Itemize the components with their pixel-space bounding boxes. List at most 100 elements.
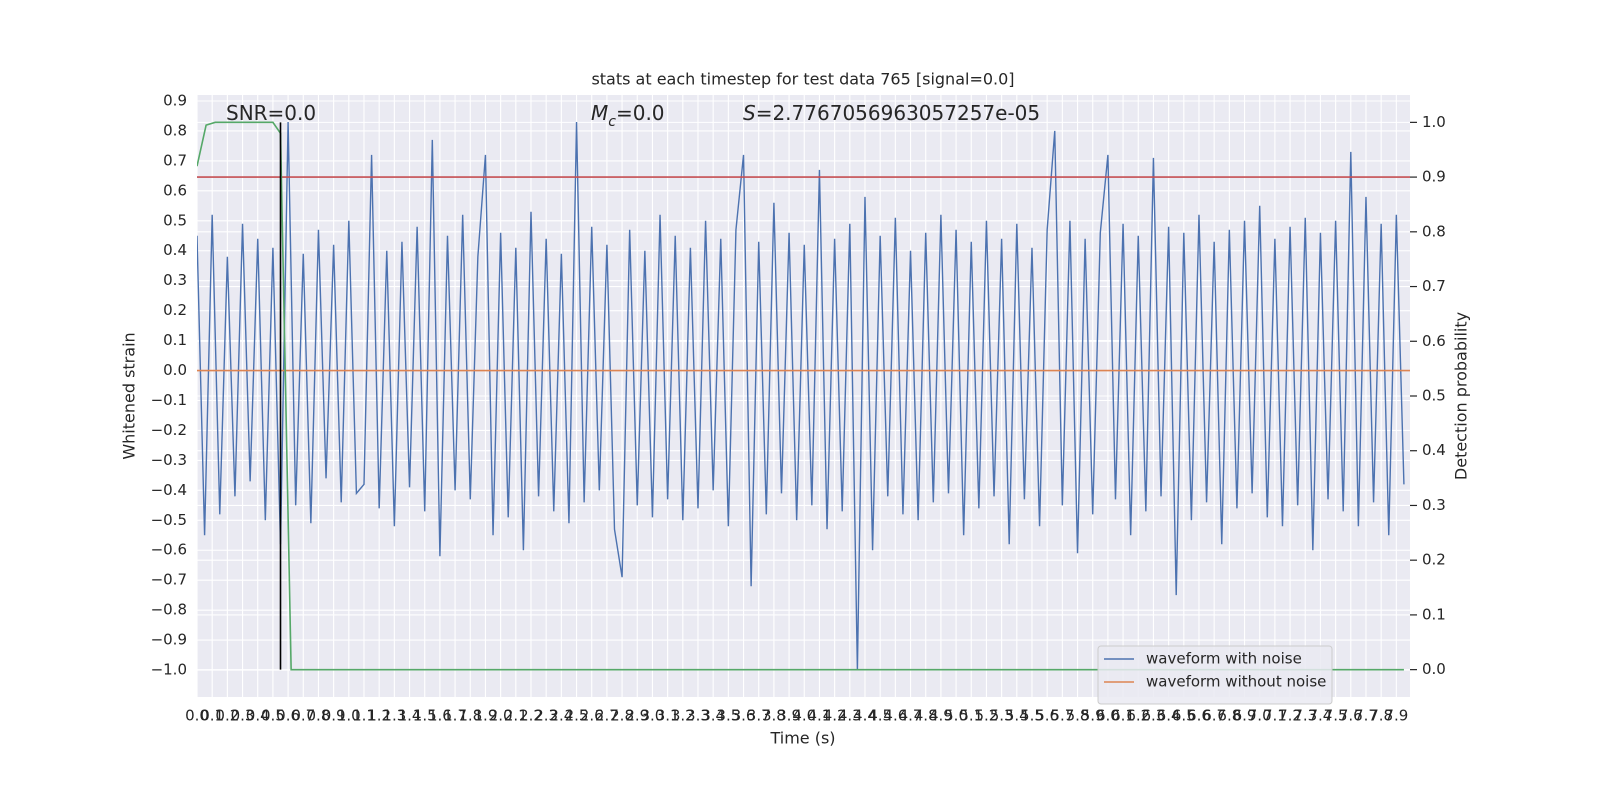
x-tick-label: 6.9 (1233, 707, 1257, 725)
x-tick-label: 1.0 (337, 707, 361, 725)
x-tick-label: 1.5 (413, 707, 437, 725)
x-tick-label: 1.8 (458, 707, 482, 725)
x-tick-label: 0.3 (231, 707, 255, 725)
x-tick-label: 3.5 (716, 707, 740, 725)
x-tick-label: 4.8 (914, 707, 938, 725)
chart-title: stats at each timestep for test data 765… (591, 70, 1014, 89)
y2-tick-label: 0.3 (1422, 496, 1446, 514)
annotation-text: =2.7767056963057257e-05 (756, 101, 1040, 125)
x-tick-label: 4.7 (899, 707, 923, 725)
x-tick-label: 6.2 (1126, 707, 1150, 725)
x-tick-label: 1.2 (367, 707, 391, 725)
x-tick-label: 6.3 (1142, 707, 1166, 725)
annotation-subscript: c (608, 114, 616, 130)
x-tick-label: 3.1 (656, 707, 680, 725)
x-tick-label: 6.6 (1187, 707, 1211, 725)
x-tick-label: 3.6 (732, 707, 756, 725)
x-tick-label: 3.3 (686, 707, 710, 725)
x-tick-label: 5.6 (1035, 707, 1059, 725)
x-tick-label: 1.3 (382, 707, 406, 725)
x-tick-label: 7.7 (1354, 707, 1378, 725)
y-tick-label: 0.0 (163, 361, 187, 379)
annotation: Mc=0.0 (591, 101, 665, 131)
legend: waveform with noise waveform without nois… (1097, 645, 1333, 705)
x-tick-label: 7.0 (1248, 707, 1272, 725)
y-tick-label: 0.6 (163, 181, 187, 199)
y-tick-label: −0.5 (151, 511, 187, 529)
y-tick-label: −1.0 (151, 661, 187, 679)
y-tick-label: 0.5 (163, 211, 187, 229)
x-tick-label: 3.7 (747, 707, 771, 725)
x-tick-label: 0.4 (246, 707, 270, 725)
y-tick-label: 0.8 (163, 121, 187, 139)
x-tick-label: 7.1 (1263, 707, 1287, 725)
x-tick-label: 2.6 (580, 707, 604, 725)
x-tick-label: 2.3 (534, 707, 558, 725)
x-tick-label: 0.5 (261, 707, 285, 725)
x-tick-label: 2.8 (610, 707, 634, 725)
series-line (197, 121, 1405, 671)
x-tick-label: 4.3 (838, 707, 862, 725)
x-tick-label: 7.9 (1384, 707, 1408, 725)
y-tick-label: −0.2 (151, 421, 187, 439)
x-tick-label: 7.6 (1339, 707, 1363, 725)
x-tick-label: 7.4 (1308, 707, 1332, 725)
x-tick-label: 5.7 (1050, 707, 1074, 725)
x-tick-label: 4.9 (929, 707, 953, 725)
x-tick-label: 0.1 (200, 707, 224, 725)
x-tick-label: 5.2 (975, 707, 999, 725)
y-tick-label: 0.9 (163, 91, 187, 109)
x-tick-label: 7.2 (1278, 707, 1302, 725)
x-tick-label: 5.5 (1020, 707, 1044, 725)
x-tick-label: 0.9 (322, 707, 346, 725)
y-tick-label: −0.4 (151, 481, 187, 499)
y-tick-label: 0.1 (163, 331, 187, 349)
x-tick-label: 3.4 (701, 707, 725, 725)
y2-tick-label: 0.1 (1422, 605, 1446, 623)
annotation-text: =0.0 (616, 101, 665, 125)
x-tick-label: 3.2 (671, 707, 695, 725)
x-tick-label: 6.4 (1157, 707, 1181, 725)
annotation-symbol: M (591, 101, 608, 125)
x-tick-label: 1.9 (474, 707, 498, 725)
annotation-text: SNR=0.0 (226, 101, 316, 125)
x-tick-label: 2.0 (489, 707, 513, 725)
y2-axis-label: Detection probability (1452, 312, 1471, 480)
y-tick-label: −0.6 (151, 541, 187, 559)
x-tick-label: 2.4 (549, 707, 573, 725)
x-tick-label: 6.5 (1172, 707, 1196, 725)
x-tick-label: 5.3 (990, 707, 1014, 725)
x-tick-label: 2.5 (565, 707, 589, 725)
x-tick-label: 6.0 (1096, 707, 1120, 725)
y-tick-label: 0.4 (163, 241, 187, 259)
y-axis-label: Whitened strain (120, 332, 139, 459)
y-tick-label: 0.3 (163, 271, 187, 289)
x-tick-label: 0.8 (307, 707, 331, 725)
y2-tick-label: 0.5 (1422, 387, 1446, 405)
x-tick-label: 1.7 (443, 707, 467, 725)
x-tick-label: 4.0 (792, 707, 816, 725)
x-tick-label: 5.9 (1081, 707, 1105, 725)
x-tick-label: 0.2 (215, 707, 239, 725)
x-tick-label: 2.2 (519, 707, 543, 725)
legend-label: waveform without noise (1146, 673, 1326, 691)
x-tick-label: 1.6 (428, 707, 452, 725)
x-tick-label: 4.2 (823, 707, 847, 725)
x-tick-label: 3.0 (641, 707, 665, 725)
y2-tick-label: 0.6 (1422, 332, 1446, 350)
x-tick-label: 7.3 (1293, 707, 1317, 725)
x-tick-label: 5.0 (944, 707, 968, 725)
x-tick-label: 0.6 (276, 707, 300, 725)
x-tick-label: 0.0 (185, 707, 209, 725)
x-tick-label: 3.8 (762, 707, 786, 725)
x-tick-label: 5.4 (1005, 707, 1029, 725)
x-tick-label: 4.6 (883, 707, 907, 725)
x-tick-label: 6.1 (1111, 707, 1135, 725)
x-tick-label: 5.1 (959, 707, 983, 725)
y2-tick-label: 0.2 (1422, 551, 1446, 569)
x-tick-label: 4.5 (868, 707, 892, 725)
annotation: S=2.7767056963057257e-05 (743, 101, 1040, 125)
x-tick-label: 6.7 (1202, 707, 1226, 725)
y2-tick-label: 0.8 (1422, 222, 1446, 240)
